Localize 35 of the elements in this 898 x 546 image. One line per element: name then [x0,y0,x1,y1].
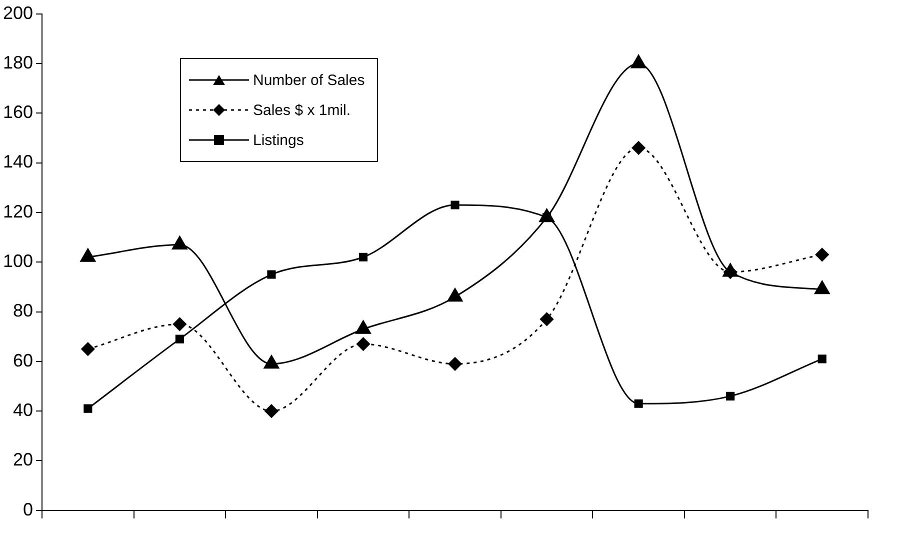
point [818,354,826,364]
point [634,399,643,408]
point [540,312,554,326]
point [172,236,188,250]
y-tick-label: 20 [13,450,34,470]
y-tick-label: 200 [2,2,34,23]
point [267,270,276,279]
point [84,404,92,413]
point [264,404,278,418]
y-tick-label: 80 [13,300,34,321]
point [815,248,829,262]
legend-label: Number of Sales [253,72,365,88]
point [175,334,184,344]
y-tick-label: 0 [23,499,34,520]
y-tick-label: 100 [2,251,34,272]
y-tick-label: 120 [2,201,34,222]
y-tick-label: 180 [2,52,34,72]
y-tick-label: 60 [13,350,34,370]
point [172,317,186,331]
y-tick-label: 160 [2,102,34,122]
point [448,357,462,371]
point [632,141,646,155]
point [81,342,95,356]
legend-label: Sales $ x 1mil. [253,102,351,118]
point [814,280,830,294]
point [726,392,735,400]
point [447,288,463,302]
point [630,54,646,68]
y-tick-label: 140 [2,152,34,172]
point [80,248,96,262]
point [450,200,460,210]
point [356,337,370,351]
point [358,252,368,262]
legend-label: Listings [253,132,304,148]
y-tick-label: 40 [13,400,34,420]
